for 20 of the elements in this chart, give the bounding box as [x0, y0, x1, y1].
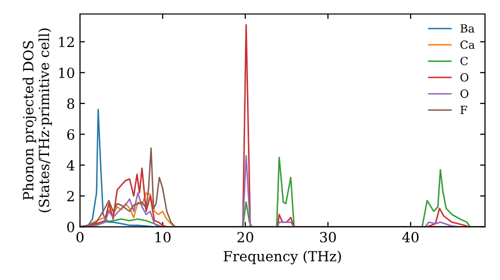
- y-tick-label: 4: [66, 160, 74, 170]
- legend-label: O: [460, 89, 468, 98]
- legend-label: F: [460, 106, 468, 114]
- legend-label: Ba: [460, 24, 474, 33]
- legend-label: O: [460, 73, 468, 82]
- x-axis-title: Frequency (THz): [224, 250, 341, 264]
- x-tick-label: 30: [320, 232, 336, 242]
- legend-label: C: [460, 56, 468, 66]
- y-tick-label: 6: [67, 129, 74, 140]
- legend-label: Ca: [460, 40, 475, 49]
- x-tick-label: 20: [237, 232, 254, 242]
- y-tick-label: 8: [67, 98, 74, 109]
- x-tick-label: 10: [156, 232, 171, 242]
- x-tick-label: 0: [76, 232, 84, 242]
- x-tick-label: 40: [402, 232, 419, 242]
- y-axis-title: Phonon projected DOS (States/THz·primitive cell): [22, 28, 52, 212]
- y-tick-label: 2: [67, 190, 74, 202]
- y-tick-label: 10: [59, 68, 74, 78]
- y-tick-label: 12: [59, 36, 74, 48]
- y-tick-label: 0: [67, 222, 74, 232]
